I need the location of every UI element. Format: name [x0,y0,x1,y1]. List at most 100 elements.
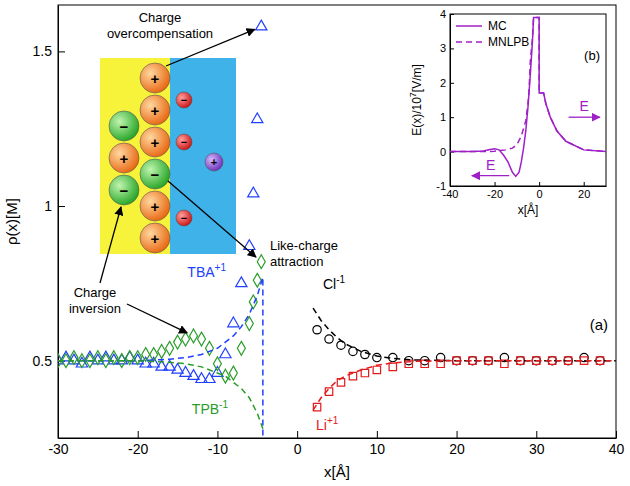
annotation-text: Like-charge [270,238,338,253]
data-point [248,187,259,197]
y-axis-title: ρ(x)[M] [3,198,20,245]
field-arrow [472,175,509,176]
data-point [228,317,239,327]
x-tick: 20 [449,431,465,457]
ion [140,127,170,157]
field-label: E [579,98,588,114]
series-label: Cl-1 [323,274,346,292]
ion-sign: + [151,102,160,119]
plot-area [58,20,616,438]
data-point [142,348,150,362]
x-tick-label: 30 [529,441,545,457]
legend-swatch [456,41,482,43]
oil-phase [100,58,170,254]
data-point [220,348,231,358]
series-label-charge: -1 [219,399,228,410]
series-label: TBA+1 [187,262,226,280]
y-tick-mark [450,117,454,118]
ion-sign: − [151,166,160,183]
x-tick-mark [584,182,585,186]
data-point [373,353,381,361]
x-tick-mark [217,431,218,438]
field-arrow [569,117,600,118]
chart-panel: -30-20-100102030400.511.5x[Å]ρ(x)[M]TBA+… [3,5,624,480]
y-tick-label: 4 [440,8,446,20]
series-label-name: Li [316,417,327,433]
x-tick-label: -20 [487,188,503,200]
x-tick-label: 0 [537,188,543,200]
x-tick-label: 20 [449,441,465,457]
y-tick: 4 [440,8,454,20]
x-axis-title: x[Å] [518,202,539,217]
y-tick-label: 1.5 [33,43,53,59]
series-line [58,277,263,438]
chart-panel: -40-20020-101234x[Å]E(x)/107[V/m]MCMNLPB… [408,8,607,217]
ion-sign: − [181,136,187,148]
x-tick-label: -10 [208,441,228,457]
y-tick-mark [450,48,454,49]
x-tick: 10 [370,431,386,457]
data-point [126,351,134,365]
series-line [313,308,616,361]
data-point [221,369,229,383]
ion [176,210,192,226]
data-point [325,335,333,343]
series-line [450,17,606,151]
data-point [253,273,261,287]
x-tick-mark [495,182,496,186]
data-point [94,351,102,365]
y-axis-title-part: [V/m] [410,64,424,92]
data-point [174,335,182,349]
ion-sign: − [181,94,187,106]
data-point [100,351,111,361]
data-point [110,351,118,365]
figure: -30-20-100102030400.511.5x[Å]ρ(x)[M]TBA+… [0,0,630,486]
x-tick-label: 40 [609,441,625,457]
data-point [190,329,198,343]
y-axis-line [450,15,451,187]
data-point [70,351,78,365]
ion-sign: + [151,70,160,87]
series-label-name: Cl [323,276,336,292]
data-point [236,277,247,287]
x-tick-mark [539,182,540,186]
ion [140,159,170,189]
data-point [313,326,321,334]
plot-frame [450,14,606,186]
ion [109,175,139,205]
x-tick: 30 [529,431,545,457]
ion [109,143,139,173]
ion [140,63,170,93]
data-point [213,357,221,371]
data-point [361,350,369,358]
series-label-name: TBA [187,264,215,280]
ion-sign: − [120,182,129,199]
data-point [172,363,183,373]
ion-sign: + [151,134,160,151]
x-tick: 0 [537,182,543,200]
series-line [58,361,263,429]
data-point [249,295,257,309]
x-axis-line [59,438,617,439]
data-point [132,354,143,364]
ion-sign: + [151,198,160,215]
series-label-charge: -1 [336,274,345,285]
data-point [134,351,142,365]
data-point [337,379,344,386]
y-tick-label: 3 [440,42,446,54]
x-tick: -20 [487,182,503,200]
ion-sign: + [151,230,160,247]
y-tick-mark [450,186,454,187]
data-point [158,344,166,358]
y-axis-title-part: E(x)/10 [410,97,424,136]
y-axis-title: E(x)/107[V/m] [408,64,424,136]
y-tick-label: 2 [440,77,446,89]
data-point [205,341,213,355]
y-tick: 2 [440,77,454,89]
x-tick-label: 10 [370,441,386,457]
series-label-charge: +1 [215,262,227,273]
x-tick-label: 0 [294,441,302,457]
y-axis: 0.511.5 [33,6,65,439]
ion [140,223,170,253]
y-axis-line [58,6,59,439]
